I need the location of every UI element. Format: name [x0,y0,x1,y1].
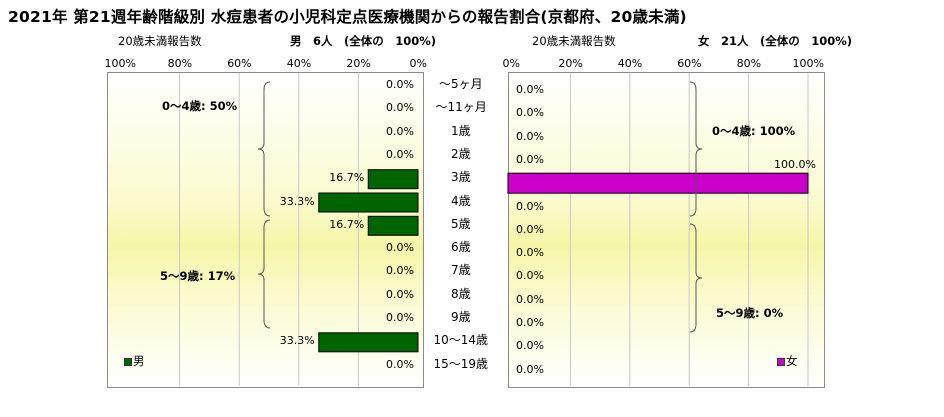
female-value-label: 0.0% [516,339,544,353]
male-value-label: 16.7% [329,171,365,185]
right-axis-label: 20歳未満報告数 [532,34,616,48]
male-legend-label: 男 [133,354,145,368]
female-axis-tick: 80% [736,57,762,70]
male-axis-tick: 40% [286,57,312,70]
male-value-label: 0.0% [386,357,414,371]
female-legend-swatch [777,358,785,366]
male-value-label: 0.0% [386,287,414,301]
female-value-label: 0.0% [516,152,544,166]
male-value-label: 0.0% [386,241,414,255]
female-axis-tick: 60% [677,57,702,70]
male-value-label: 0.0% [386,311,414,324]
male-bar [318,332,419,353]
male-axis-tick: 20% [346,57,371,70]
female-value-label: 0.0% [516,362,544,376]
age-category-label: 15～19歳 [433,356,489,371]
age-category-label: ～11ヶ月 [435,100,487,115]
female-plot-area [508,72,825,388]
age-category-label: 5歳 [451,216,471,231]
age-category-label: 10～14歳 [433,333,489,348]
male-value-label: 33.3% [279,334,315,348]
age-category-label: ～5ヶ月 [439,77,483,91]
female-value-label: 100.0% [774,158,816,172]
female-total-label: 女 21人 (全体の 100%) [698,34,853,48]
male-value-label: 0.0% [386,78,414,91]
age-category-label: 1歳 [451,123,471,138]
female-brace-0-4 [689,81,703,217]
chart-title: 2021年 第21週年齢階級別 水痘患者の小児科定点医療機関からの報告割合(京都… [8,8,687,26]
male-bar [318,192,419,213]
age-category-label: 2歳 [451,146,471,161]
male-axis-tick: 100% [104,57,136,70]
age-category-label: 7歳 [451,263,471,278]
male-axis-tick: 60% [227,57,252,70]
male-value-label: 33.3% [279,194,315,208]
male-legend-swatch [124,358,132,366]
male-value-label: 0.0% [386,147,414,161]
female-brace-label-5-9: 5～9歳: 0% [716,306,784,320]
male-bar [367,215,419,236]
male-value-label: 16.7% [329,217,365,231]
female-bar [507,172,809,194]
female-value-label: 0.0% [516,269,544,283]
male-value-label: 0.0% [386,264,414,278]
female-value-label: 0.0% [516,246,544,260]
age-category-label: 8歳 [451,286,471,301]
male-total-label: 男 6人 (全体の 100%) [290,34,437,48]
female-brace-5-9 [689,223,703,333]
female-axis-tick: 100% [792,57,824,70]
female-value-label: 0.0% [516,222,544,236]
male-axis-tick: 80% [167,57,193,70]
male-bar [367,169,419,190]
male-brace-label-0-4: 0～4歳: 50% [162,99,238,113]
female-axis-tick: 0% [502,57,520,70]
male-axis-tick: 0% [409,57,427,70]
male-value-label: 0.0% [386,124,414,138]
female-value-label: 0.0% [516,106,544,120]
female-brace-label-0-4: 0～4歳: 100% [712,124,796,138]
male-value-label: 0.0% [386,101,414,115]
female-axis-tick: 40% [617,57,643,70]
female-value-label: 0.0% [516,316,544,329]
age-category-label: 6歳 [451,240,471,255]
female-value-label: 0.0% [516,292,544,306]
male-brace-label-5-9: 5～9歳: 17% [160,269,236,283]
age-category-label: 4歳 [451,193,471,208]
female-axis-tick: 20% [558,57,583,70]
male-brace-0-4 [257,81,271,217]
female-legend-label: 女 [786,354,798,368]
female-value-label: 0.0% [516,83,544,96]
left-axis-label: 20歳未満報告数 [118,34,202,48]
female-value-label: 0.0% [516,199,544,213]
age-category-label: 3歳 [451,170,471,185]
age-category-label: 9歳 [451,310,471,324]
female-value-label: 0.0% [516,129,544,143]
male-brace-5-9 [257,219,271,329]
